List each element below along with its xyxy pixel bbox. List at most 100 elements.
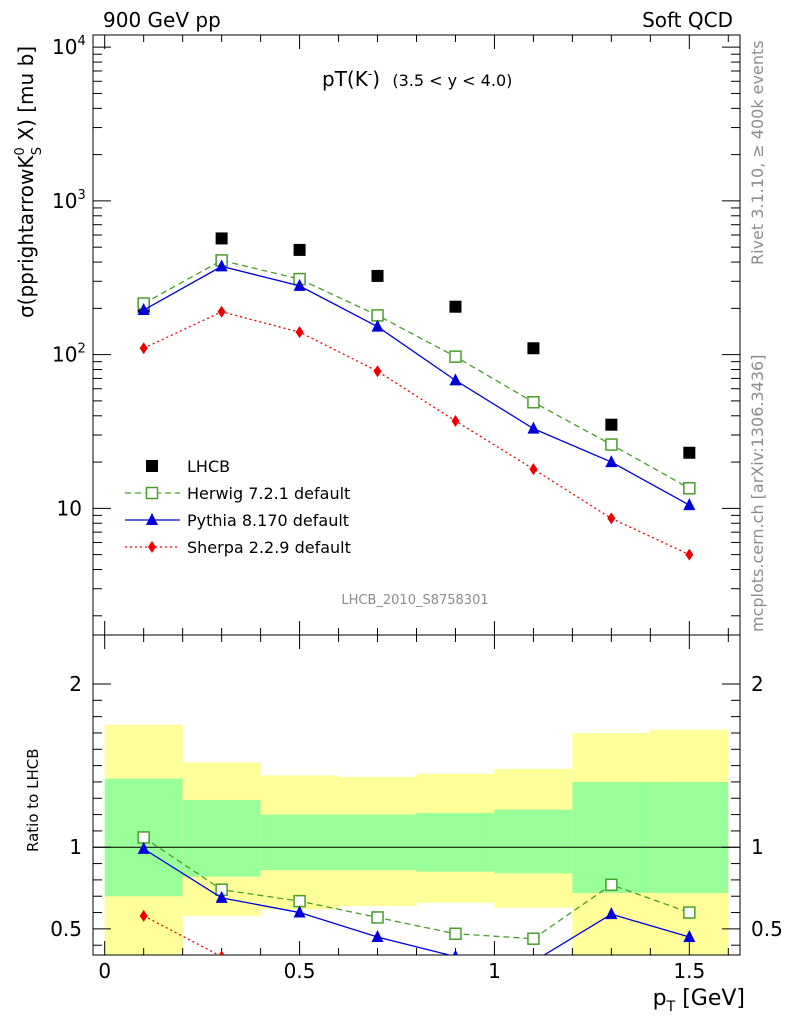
plot-title: pT(K-) (3.5 < y < 4.0) (322, 67, 512, 91)
top-y-label-main: σ(pprightarrowK (14, 155, 38, 318)
top-series (137, 232, 696, 561)
data-point (139, 909, 148, 922)
top-y-label-sup: 0 (13, 147, 28, 155)
data-point (527, 932, 540, 945)
data-point (449, 300, 462, 313)
top-y-label-sub: S (30, 147, 45, 155)
y-tick-label: 10 (57, 496, 82, 520)
series-line-dashed (143, 259, 690, 489)
data-point (605, 455, 618, 468)
data-point (217, 305, 226, 318)
data-point (215, 232, 228, 245)
x-axis-label-unit: [GeV] (675, 986, 745, 1011)
legend-label: Sherpa 2.2.9 default (187, 538, 351, 557)
data-point (605, 878, 618, 892)
x-tick-label: 0.5 (284, 959, 316, 983)
data-point (449, 350, 462, 363)
data-point (605, 418, 618, 431)
data-point (293, 894, 306, 908)
header-right: Soft QCD (642, 8, 733, 32)
data-point (293, 905, 306, 918)
plot-title-close: ) (372, 67, 380, 91)
y-tick-label: 1 (69, 835, 82, 859)
data-point (373, 365, 382, 378)
band-inner (182, 799, 261, 877)
data-point (451, 414, 460, 427)
band-inner (416, 812, 495, 872)
data-point (527, 342, 540, 355)
legend-label: Pythia 8.170 default (187, 511, 349, 530)
axis-ticks (93, 35, 740, 955)
data-point (449, 927, 462, 941)
data-point (371, 930, 384, 943)
x-axis-label-main: p (653, 986, 667, 1011)
y-tick-label: 103 (52, 188, 86, 213)
data-point (371, 319, 384, 332)
series-line-solid (143, 265, 690, 506)
data-point (293, 243, 306, 256)
data-point (148, 541, 156, 553)
data-point (529, 463, 538, 476)
data-point (452, 949, 459, 955)
data-point (146, 460, 158, 472)
data-point (371, 269, 384, 282)
header-left: 900 GeV pp (103, 8, 221, 32)
rivet-label: Rivet 3.1.10, ≥ 400k events (748, 40, 767, 265)
legend-label: Herwig 7.2.1 default (187, 484, 350, 503)
data-point (137, 303, 150, 316)
y-tick-label: 2 (69, 672, 82, 696)
data-point (137, 841, 150, 854)
x-tick-label: 1 (488, 959, 501, 983)
data-point (527, 395, 540, 409)
mcplots-label: mcplots.cern.ch [arXiv:1306.3436] (748, 355, 767, 632)
tick-labels: 0 0.5 1 1.5 10 102 103 104 0.5 0.5 1 1 2 2 (50, 34, 783, 983)
data-point (295, 326, 304, 339)
legend: LHCB Herwig 7.2.1 default Pythia 8.170 def… (125, 457, 351, 557)
bottom-series (137, 831, 696, 955)
y-tick-label-right: 0.5 (751, 917, 783, 941)
data-point (218, 950, 225, 955)
analysis-id: LHCB_2010_S8758301 (341, 593, 488, 608)
x-tick-label: 0 (98, 959, 111, 983)
data-point (139, 342, 148, 355)
data-point (605, 438, 618, 451)
data-point (371, 911, 384, 924)
top-y-label-tail: X) [mu b] (14, 46, 38, 147)
y-tick-label: 0.5 (50, 917, 82, 941)
band-inner (494, 809, 573, 874)
band-inner (260, 814, 339, 871)
data-point (683, 446, 696, 459)
x-axis-label: pT [GeV] (653, 986, 745, 1015)
uncertainty-bands (104, 724, 729, 955)
ratio-line-dashed (143, 836, 690, 940)
data-point (683, 930, 696, 943)
data-point (215, 890, 228, 903)
data-point (371, 309, 384, 322)
data-point (145, 486, 159, 500)
ratio-line-solid (143, 848, 690, 955)
y-tick-label: 104 (52, 34, 86, 59)
top-y-label: σ(pprightarrowK0 S X) [mu b] (13, 46, 45, 318)
data-point (293, 278, 306, 291)
plot-title-sup: - (368, 67, 372, 81)
series-line-dotted (143, 311, 690, 556)
y-tick-label-right: 2 (751, 672, 764, 696)
data-point (683, 498, 696, 511)
plot-title-main: pT(K (322, 67, 369, 91)
data-point (683, 906, 696, 919)
bottom-y-label: Ratio to LHCB (24, 748, 42, 852)
legend-label: LHCB (187, 457, 230, 476)
data-point (449, 373, 462, 386)
y-tick-label: 102 (52, 342, 86, 367)
data-point (215, 259, 228, 272)
band-inner (338, 814, 417, 871)
x-axis-label-sub: T (666, 999, 676, 1015)
band-inner (650, 781, 729, 893)
data-point (685, 548, 694, 561)
x-tick-label: 1.5 (673, 959, 705, 983)
data-point (146, 513, 158, 525)
data-point (607, 512, 616, 525)
data-point (137, 831, 150, 844)
data-point (683, 482, 696, 495)
